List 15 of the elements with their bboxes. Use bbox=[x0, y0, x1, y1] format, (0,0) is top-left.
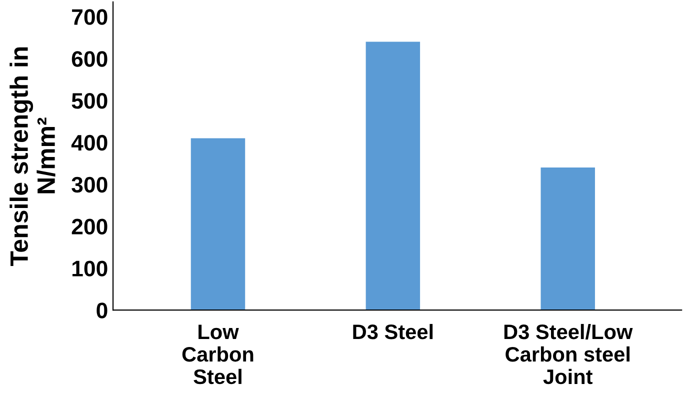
x-tick-label: D3 Steel/Low Carbon steel Joint bbox=[504, 324, 633, 384]
y-tick-label: 200 bbox=[72, 218, 108, 235]
y-tick-label: 400 bbox=[71, 134, 108, 151]
y-tick-label: 500 bbox=[72, 93, 108, 109]
y-tick-label: 600 bbox=[72, 51, 108, 67]
y-tick-label: 700 bbox=[72, 9, 108, 25]
y-tick-label: 300 bbox=[72, 176, 108, 193]
bar bbox=[366, 42, 420, 310]
x-tick-label: D3 Steel bbox=[353, 324, 433, 340]
y-axis-title: Tensile strength in N/mm² bbox=[10, 47, 56, 266]
y-tick-label: 100 bbox=[72, 260, 108, 276]
bar bbox=[540, 168, 595, 310]
bar bbox=[190, 138, 246, 310]
y-tick-label: 0 bbox=[96, 302, 108, 318]
x-tick-label: Low Carbon Steel bbox=[182, 324, 254, 384]
